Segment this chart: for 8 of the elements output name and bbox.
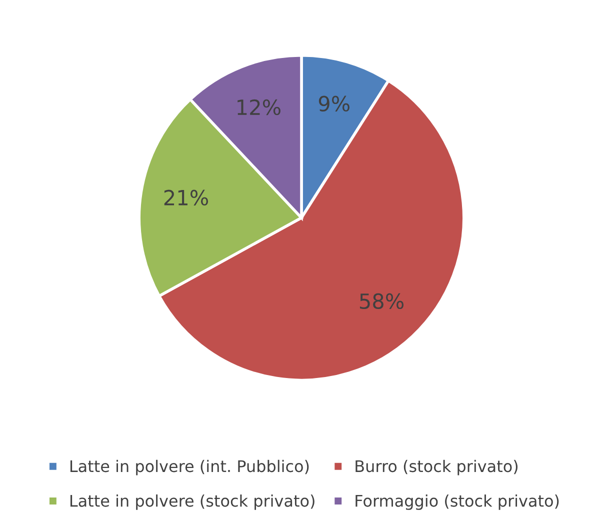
data-label: 21% [164,190,208,206]
data-label: 12% [238,99,280,116]
data-label: 58% [360,293,404,310]
legend-label: Latte in polvere (int. Pubblico) [70,460,309,476]
legend-label: Burro (stock privato) [356,460,518,476]
data-label: 9% [318,96,350,112]
legend-label: Formaggio (stock privato) [356,494,559,510]
legend-label: Latte in polvere (stock privato) [70,494,314,510]
